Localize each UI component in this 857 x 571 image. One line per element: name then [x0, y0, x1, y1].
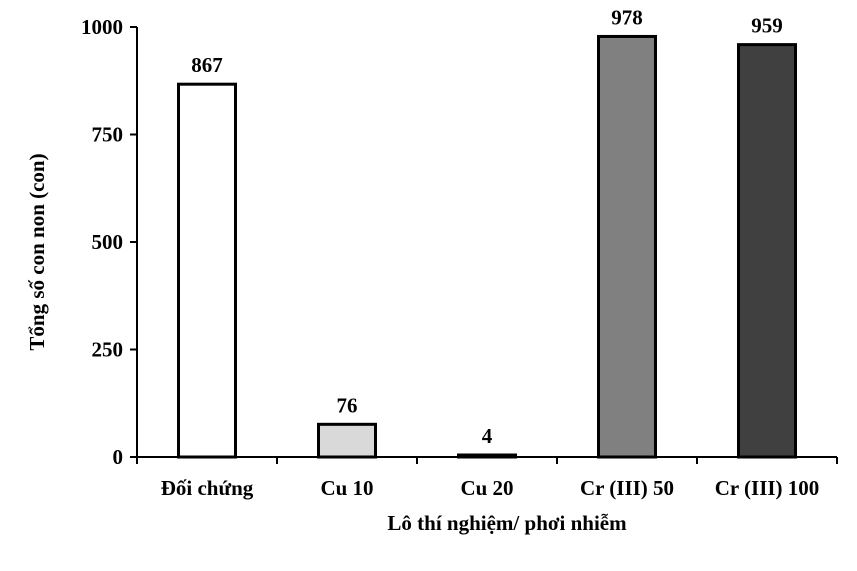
y-tick-label: 0: [113, 445, 124, 469]
x-axis-ticks: Đối chứng Cu 10 Cu 20 Cr (III) 50 Cr (III) 1…: [136, 457, 838, 500]
bar: [317, 422, 377, 459]
x-axis-title: Lô thí nghiệm/ phơi nhiễm: [387, 511, 627, 535]
data-label: 76: [337, 393, 358, 417]
x-tick-label: Cr (III) 100: [715, 476, 820, 500]
data-label: 867: [191, 53, 223, 77]
x-tick-label: Cr (III) 50: [580, 476, 674, 500]
x-tick-label: Cu 10: [320, 476, 373, 500]
y-tick-label: 1000: [81, 15, 123, 39]
y-tick-label: 250: [92, 338, 124, 362]
y-tick-label: 500: [92, 230, 124, 254]
data-label: 959: [751, 14, 783, 38]
y-tick-label: 750: [92, 123, 124, 147]
data-label: 4: [482, 424, 493, 448]
bar-series: 867 76 4 978 959: [177, 5, 797, 459]
y-axis-ticks: 0 250 500 750 1000: [81, 15, 137, 469]
y-axis-title: Tổng số con non (con): [25, 153, 49, 350]
data-label: 978: [611, 5, 643, 29]
bar: [597, 34, 657, 459]
x-tick-label: Cu 20: [460, 476, 513, 500]
bar: [177, 82, 237, 459]
x-tick-label: Đối chứng: [161, 476, 254, 500]
bar: [737, 43, 797, 459]
